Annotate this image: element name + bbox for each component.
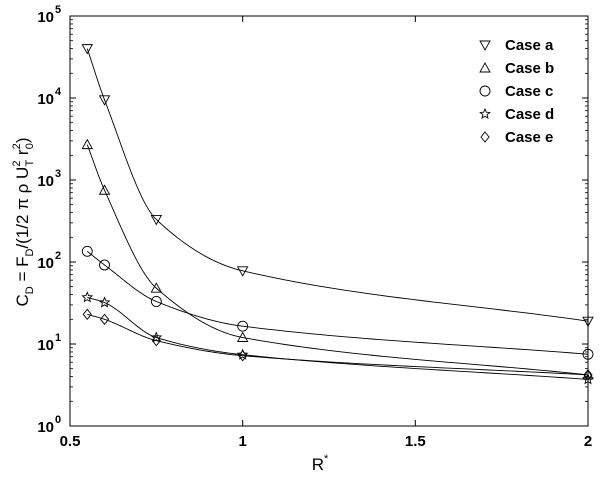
x-tick-label: 1.5	[405, 433, 426, 450]
x-axis-label-sup: *	[324, 453, 329, 465]
y-tick-label-base: 10	[37, 255, 54, 272]
data-point-series-1	[81, 44, 94, 55]
data-point-series-1	[98, 95, 111, 106]
legend-marker-5	[480, 131, 490, 143]
data-point-series-4	[236, 348, 249, 360]
legend-label-1: Case a	[505, 37, 554, 54]
y-label-part1: C	[13, 294, 32, 306]
series-line-5	[87, 313, 589, 376]
x-tick-labels: 0.5 1 1.5 2	[60, 433, 593, 450]
y-tick-label-base: 10	[37, 91, 54, 108]
x-axis-label-base: R	[312, 455, 324, 474]
legend-label-2: Case b	[505, 60, 554, 77]
y-label-part2-sub: D	[24, 249, 36, 257]
y-tick-label-base: 10	[37, 337, 54, 354]
y-tick-label-base: 10	[37, 419, 54, 436]
y-label-part2: = F	[13, 257, 32, 287]
data-point-series-4	[582, 373, 594, 385]
y-label-part5: )	[13, 138, 32, 144]
data-point-series-2	[98, 184, 111, 195]
y-tick-label: 10	[37, 255, 54, 272]
y-tick-label-exponent: 2	[55, 250, 61, 262]
data-point-series-4	[150, 331, 163, 343]
y-label-part3-sub: T	[24, 160, 36, 167]
y-tick-label-exponent: 0	[55, 414, 61, 426]
y-tick-label-exponent: 4	[55, 86, 62, 98]
data-point-series-2	[582, 368, 594, 380]
data-point-series-5	[238, 349, 248, 362]
legend-label-3: Case c	[505, 83, 553, 100]
series-curves	[86, 48, 589, 380]
y-label-part4: r	[13, 149, 32, 160]
data-point-series-5	[99, 313, 110, 326]
data-point-series-5	[583, 369, 593, 381]
y-tick-label-exponent: 5	[55, 4, 61, 16]
y-tick-label-base: 10	[37, 173, 54, 190]
y-axis-label: CD = FD/(1/2 π ρ U2T r20)	[11, 138, 36, 307]
data-point-series-3	[150, 296, 162, 307]
data-point-series-5	[82, 308, 92, 321]
y-tick-label: 10	[37, 337, 54, 354]
series-line-1	[86, 48, 589, 322]
data-point-series-1	[582, 316, 594, 328]
series-line-4	[87, 296, 589, 380]
data-point-series-1	[236, 266, 249, 277]
data-point-series-3	[582, 348, 594, 360]
series-markers	[81, 44, 594, 385]
y-tick-label: 10	[37, 91, 54, 108]
y-label-part3: /(1/2 π ρ U	[13, 167, 32, 249]
data-point-series-2	[236, 331, 249, 342]
y-tick-label-base: 10	[37, 9, 54, 26]
y-label-part4-sup: 2	[11, 143, 23, 149]
y-label-part1-sub: D	[24, 286, 36, 294]
x-axis-label: R*	[312, 453, 329, 474]
data-point-series-3	[237, 320, 249, 332]
y-label-part4-sub: 0	[24, 143, 36, 149]
series-line-3	[86, 250, 589, 355]
y-tick-label: 10	[37, 173, 54, 190]
x-tick-label: 2	[584, 433, 592, 450]
data-point-series-1	[150, 215, 163, 226]
legend-label-4: Case d	[505, 106, 554, 123]
legend-marker-1	[479, 40, 491, 51]
data-point-series-4	[98, 296, 111, 308]
axis-ticks	[69, 15, 589, 427]
data-point-series-3	[81, 245, 93, 257]
legend-marker-4	[479, 107, 491, 119]
plot-frame	[69, 15, 589, 427]
y-tick-label-exponent: 3	[55, 168, 61, 180]
y-tick-label-exponent: 1	[55, 332, 61, 344]
legend-label-5: Case e	[505, 129, 553, 146]
y-tick-label: 10	[37, 9, 54, 26]
x-tick-label: 0.5	[60, 433, 81, 450]
x-tick-label: 1	[238, 433, 246, 450]
data-point-series-4	[81, 291, 94, 303]
legend: Case a Case b Case c Case d Case e	[479, 37, 554, 146]
y-tick-label: 10	[37, 419, 54, 436]
legend-marker-3	[479, 85, 491, 97]
y-label-part3-sup: 2	[11, 161, 23, 167]
data-point-series-5	[151, 334, 161, 347]
series-line-2	[86, 144, 589, 376]
legend-marker-2	[479, 62, 491, 73]
data-point-series-2	[81, 138, 94, 150]
data-point-series-3	[99, 259, 110, 271]
data-point-series-2	[150, 282, 163, 293]
